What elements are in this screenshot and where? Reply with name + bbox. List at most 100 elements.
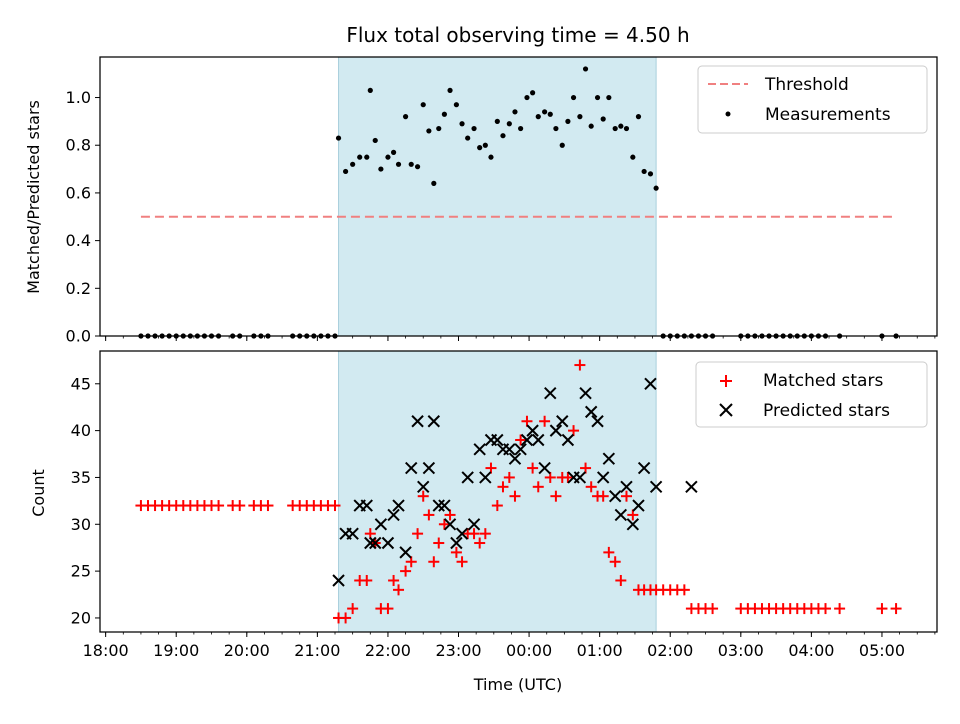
- predicted-star-point: [360, 499, 373, 512]
- measurement-point: [553, 125, 559, 132]
- measurement-point: [494, 118, 500, 124]
- measurement-point: [471, 125, 477, 132]
- matched-star-point: [585, 481, 597, 493]
- matched-star-point: [509, 490, 521, 502]
- measurement-point: [420, 102, 426, 108]
- measurement-point: [459, 121, 465, 127]
- top-x-ticks: [105, 336, 936, 341]
- predicted-star-point: [364, 536, 377, 550]
- predicted-star-point: [467, 518, 481, 531]
- matched-star-point: [388, 574, 400, 586]
- matched-star-point: [568, 425, 580, 437]
- measurement-point: [436, 125, 442, 132]
- y-tick-label: 1.0: [66, 88, 91, 107]
- predicted-star-point: [479, 471, 492, 484]
- matched-star-point: [527, 462, 539, 474]
- predicted-star-point: [461, 471, 474, 484]
- predicted-star-point: [503, 443, 516, 456]
- matched-star-point: [574, 359, 586, 371]
- measurement-point: [588, 123, 594, 129]
- measurement-point: [385, 154, 391, 160]
- matched-star-point: [417, 490, 429, 502]
- predicted-star-point: [508, 452, 522, 465]
- measurement-point: [395, 161, 402, 167]
- measurement-point: [426, 128, 432, 134]
- measurement-point: [378, 166, 384, 172]
- matched-star-point: [213, 500, 225, 512]
- matched-star-point: [521, 415, 533, 427]
- legend-matched-swatch: [720, 375, 732, 387]
- predicted-star-point: [411, 415, 424, 428]
- y-tick-label: 0.4: [66, 231, 91, 250]
- predicted-star-point: [614, 508, 628, 522]
- x-tick-label: 03:00: [718, 641, 764, 660]
- y-tick-label: 0.0: [66, 327, 91, 346]
- legend-measurements-label: Measurements: [765, 105, 891, 125]
- measurement-point: [582, 66, 589, 72]
- matched-star-point: [474, 537, 486, 549]
- predicted-star-point: [432, 499, 445, 512]
- predicted-star-point: [491, 433, 504, 447]
- bottom-panel: 18:00 19:00 20:00 21:00 22:00 23:00 00:00 01:00…: [29, 350, 938, 694]
- predicted-star-point: [573, 471, 587, 484]
- measurement-point: [447, 87, 453, 93]
- matched-star-point: [479, 528, 491, 540]
- measurement-point: [559, 142, 565, 148]
- y-tick-label: 0.8: [66, 136, 91, 155]
- predicted-star-point: [608, 489, 622, 503]
- predicted-star-point: [369, 536, 382, 550]
- predicted-star-point: [443, 518, 457, 531]
- bottom-x-ticks: 18:00 19:00 20:00 21:00 22:00 23:00 00:00 01:00…: [83, 632, 936, 660]
- predicted-star-point: [556, 415, 569, 428]
- bottom-y-ticks: 20 25 30 35 40 45: [71, 374, 100, 627]
- matched-star-point: [819, 603, 831, 615]
- matched-star-point: [405, 556, 417, 568]
- predicted-star-point: [526, 424, 539, 437]
- matched-star-point: [532, 481, 544, 493]
- measurement-point: [372, 137, 378, 144]
- predicted-star-point: [591, 415, 604, 428]
- measurement-point: [647, 171, 654, 177]
- predicted-star-point: [450, 536, 463, 550]
- measurement-point: [630, 154, 636, 160]
- legend-matched-label: Matched stars: [763, 371, 883, 391]
- bottom-legend: Matched stars Predicted stars: [695, 361, 928, 428]
- measurement-point: [606, 94, 612, 101]
- x-tick-label: 20:00: [224, 641, 270, 660]
- predicted-star-point: [644, 377, 657, 390]
- matched-star-point: [382, 603, 394, 615]
- predicted-star-point: [549, 424, 563, 437]
- predicted-star-point: [346, 527, 359, 540]
- y-tick-label: 0.6: [66, 183, 91, 202]
- matched-star-point: [340, 612, 352, 624]
- predicted-star-point: [520, 433, 534, 447]
- predicted-star-point: [399, 546, 412, 559]
- matched-star-point: [468, 528, 480, 540]
- measurement-point: [530, 90, 536, 96]
- matched-star-point: [562, 471, 574, 483]
- matched-star-point: [329, 500, 341, 512]
- legend-threshold-label: Threshold: [764, 75, 849, 95]
- measurement-point: [506, 121, 512, 127]
- matched-stars-series: [135, 359, 902, 624]
- matched-star-point: [347, 603, 359, 615]
- matched-star-point: [890, 603, 902, 615]
- measurement-point: [431, 180, 437, 186]
- matched-star-point: [515, 434, 527, 446]
- matched-star-point: [423, 509, 435, 521]
- predicted-star-point: [626, 518, 640, 531]
- measurement-point: [570, 94, 577, 101]
- matched-star-point: [627, 509, 639, 521]
- measurement-point: [547, 111, 553, 117]
- legend-predicted-label: Predicted stars: [763, 401, 890, 421]
- measurement-point: [357, 154, 363, 160]
- predicted-stars-series: [332, 377, 698, 587]
- matched-star-point: [450, 546, 462, 558]
- measurement-point: [390, 149, 397, 155]
- measurement-point: [635, 114, 642, 120]
- top-axes-frame: [99, 56, 938, 337]
- measurement-point: [641, 168, 647, 175]
- x-axis-label: Time (UTC): [473, 675, 562, 694]
- measurement-point: [367, 87, 373, 93]
